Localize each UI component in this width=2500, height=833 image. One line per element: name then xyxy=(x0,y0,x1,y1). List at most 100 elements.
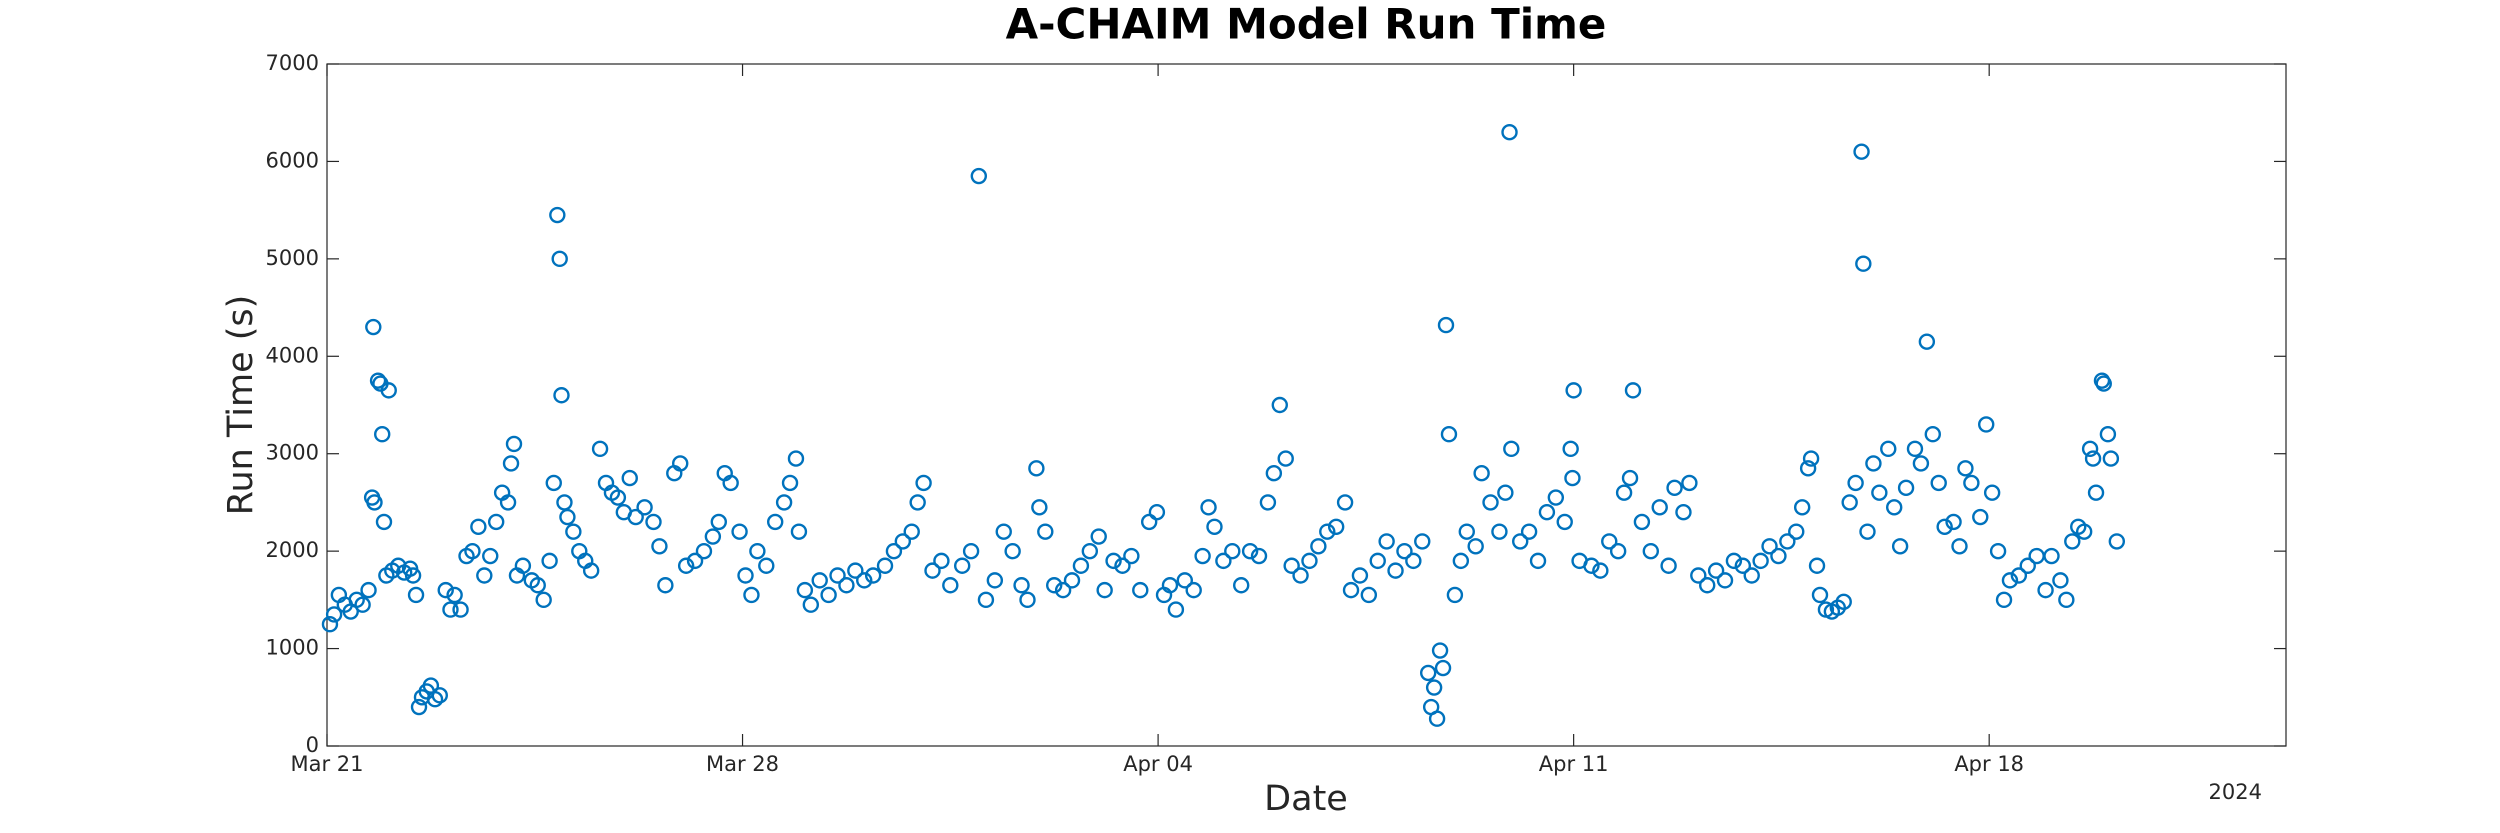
point xyxy=(1283,557,1300,574)
point xyxy=(1185,581,1202,599)
point xyxy=(1660,557,1677,574)
point xyxy=(1081,542,1099,560)
point xyxy=(1140,513,1158,531)
point xyxy=(1770,547,1787,565)
point xyxy=(2095,375,2112,392)
point xyxy=(1512,533,1529,550)
point xyxy=(876,557,894,574)
point xyxy=(2010,567,2028,584)
y-tick-label: 7000 xyxy=(266,51,319,75)
point xyxy=(2064,533,2081,550)
point xyxy=(1310,538,1327,555)
point xyxy=(1452,552,1470,570)
point xyxy=(977,591,995,609)
point xyxy=(1259,494,1277,511)
point xyxy=(354,596,371,613)
point xyxy=(1802,450,1820,467)
point xyxy=(1434,659,1452,677)
point xyxy=(1725,552,1743,570)
point xyxy=(360,581,377,599)
point xyxy=(838,577,855,594)
point xyxy=(1897,479,1915,497)
point xyxy=(2099,426,2117,443)
point xyxy=(404,567,422,584)
point xyxy=(1414,533,1431,550)
point xyxy=(1859,523,1876,540)
point xyxy=(915,474,932,492)
point xyxy=(1562,440,1579,458)
point xyxy=(321,616,339,633)
point xyxy=(1799,460,1817,477)
point xyxy=(1446,586,1464,604)
point xyxy=(743,586,760,604)
y-tick-label: 0 xyxy=(306,733,319,757)
chart-title: A-CHAIM Model Run Time xyxy=(1006,0,1607,49)
point xyxy=(962,542,980,560)
point xyxy=(1835,593,1852,611)
point xyxy=(442,601,459,618)
point xyxy=(1491,523,1508,540)
point xyxy=(1054,581,1072,599)
point xyxy=(545,474,562,492)
point xyxy=(1351,567,1369,584)
point xyxy=(2001,572,2019,589)
point xyxy=(470,518,487,535)
point xyxy=(2058,591,2075,609)
x-tick-label: Apr 04 xyxy=(1123,752,1193,776)
point xyxy=(1396,542,1413,560)
point xyxy=(431,687,448,704)
point xyxy=(2028,547,2045,565)
point xyxy=(1529,552,1547,570)
point xyxy=(1046,577,1063,594)
point xyxy=(1090,528,1107,545)
point xyxy=(582,562,600,579)
point xyxy=(1891,538,1909,555)
point xyxy=(2052,572,2069,589)
point xyxy=(1556,513,1573,531)
point xyxy=(1004,542,1021,560)
point xyxy=(731,523,748,540)
point xyxy=(541,552,558,570)
point xyxy=(1716,572,1734,589)
point xyxy=(437,581,454,599)
point xyxy=(1419,664,1437,682)
point xyxy=(1271,396,1288,414)
point xyxy=(1428,710,1446,727)
point xyxy=(1200,499,1217,516)
point xyxy=(1690,567,1707,584)
point xyxy=(672,455,689,472)
point xyxy=(802,596,820,613)
point xyxy=(790,523,808,540)
point xyxy=(1378,533,1395,550)
point xyxy=(2087,484,2105,501)
point xyxy=(1761,538,1778,555)
point xyxy=(1336,494,1354,511)
point xyxy=(407,586,425,604)
point xyxy=(2081,440,2099,458)
y-tick-label: 1000 xyxy=(266,636,319,660)
point xyxy=(2037,581,2054,599)
point xyxy=(710,513,727,531)
point xyxy=(476,567,493,584)
point xyxy=(1497,484,1514,501)
point xyxy=(1013,577,1030,594)
point xyxy=(1972,508,1989,526)
point xyxy=(1841,494,1858,511)
point xyxy=(704,528,722,545)
x-tick-label: Apr 18 xyxy=(1954,752,2024,776)
point xyxy=(1148,503,1166,521)
point xyxy=(1031,499,1048,516)
point xyxy=(446,586,463,604)
point xyxy=(551,250,568,268)
point xyxy=(1292,567,1309,584)
point xyxy=(1473,465,1490,482)
point xyxy=(609,489,627,506)
point xyxy=(505,435,523,453)
point xyxy=(1425,679,1443,696)
point xyxy=(1666,479,1683,497)
point xyxy=(894,533,912,550)
point xyxy=(766,513,784,531)
point xyxy=(426,691,444,708)
point xyxy=(1277,450,1294,467)
